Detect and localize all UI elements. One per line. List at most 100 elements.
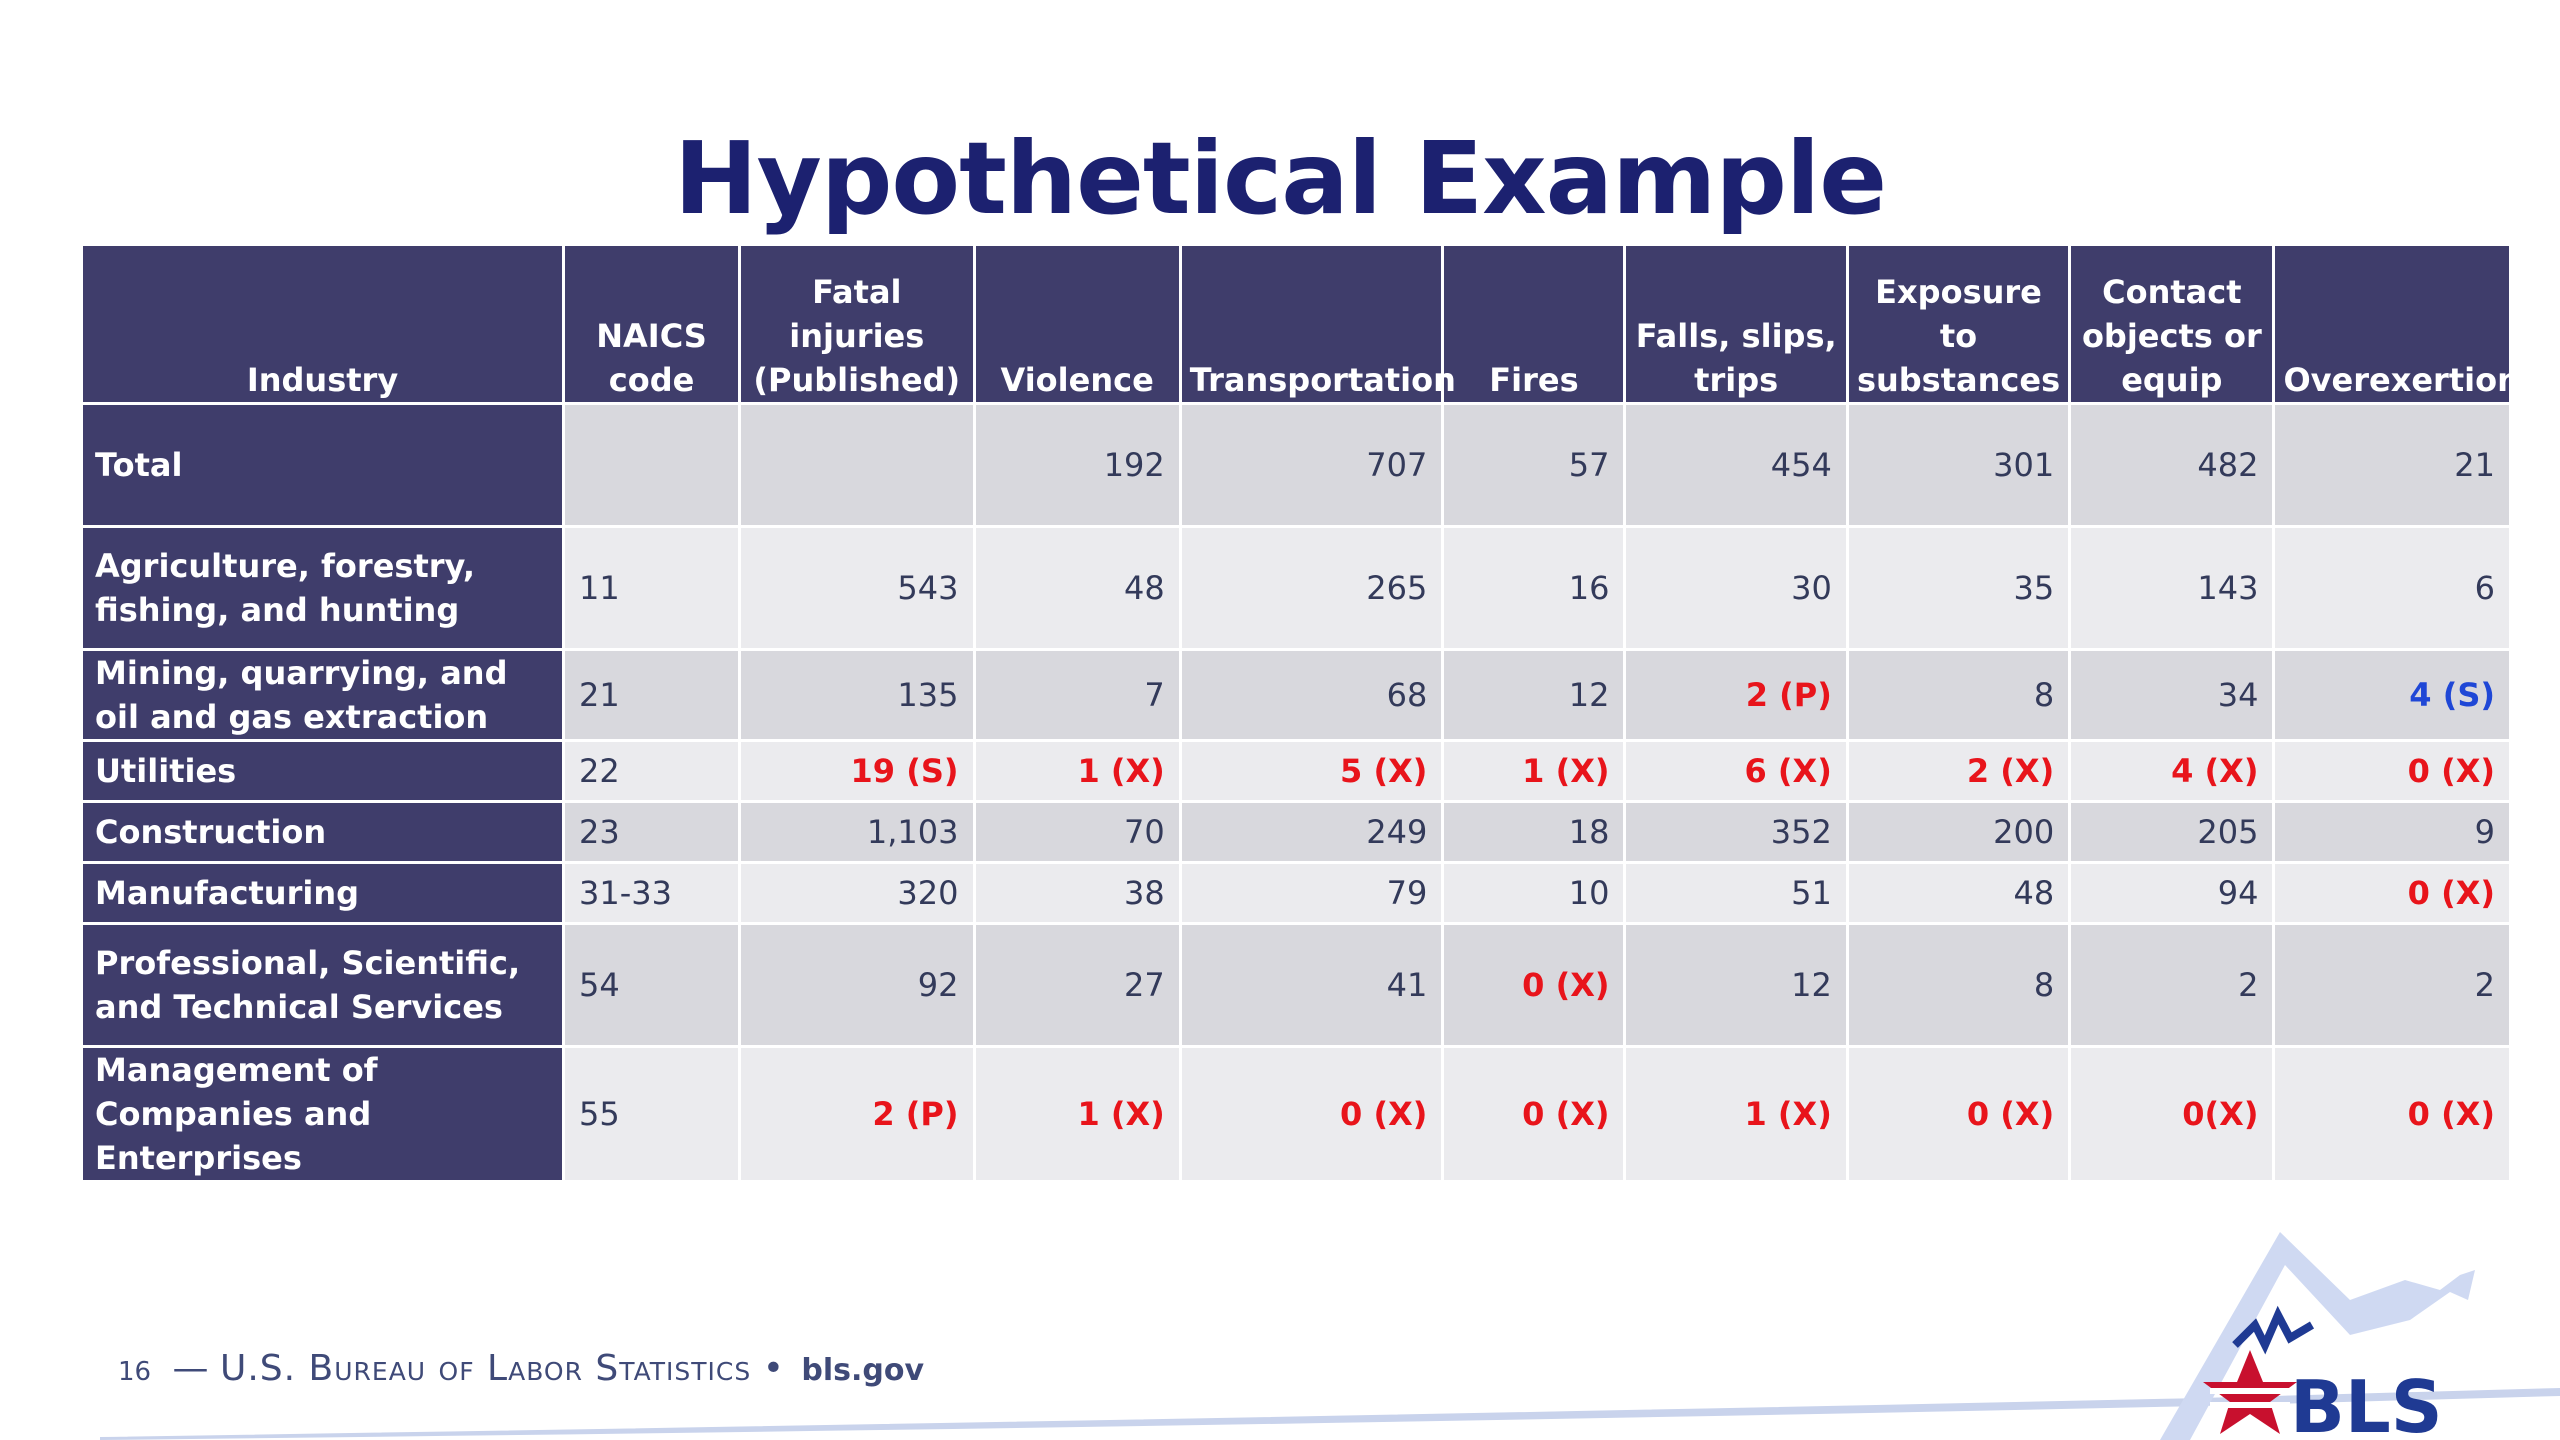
agency-name: U.S. Bureau of Labor Statistics — [220, 1348, 752, 1389]
value-cell: 51 — [1626, 864, 1846, 922]
table-row: Manufacturing 31-33 320 38 79 10 51 48 94 0 (X) — [83, 864, 2509, 922]
header-naics-code: NAICS code — [564, 246, 739, 402]
value-cell — [741, 405, 973, 525]
page-number: 16 — [118, 1357, 152, 1387]
injury-table: Industry NAICS code Fatal injuries (Publ… — [80, 243, 2520, 1183]
value-cell: 249 — [1181, 803, 1442, 861]
value-cell: 0 (X) — [1848, 1048, 2069, 1180]
value-cell: 19 (S) — [741, 742, 973, 800]
value-cell: 2 — [2071, 925, 2273, 1045]
value-cell: 0 (X) — [1181, 1048, 1442, 1180]
value-cell: 265 — [1181, 528, 1442, 648]
table-row: Utilities 22 19 (S) 1 (X) 5 (X) 1 (X) 6 (X) 2 (… — [83, 742, 2509, 800]
value-cell: 205 — [2071, 803, 2273, 861]
value-cell: 48 — [975, 528, 1179, 648]
value-cell: 6 — [2275, 528, 2509, 648]
naics-cell: 22 — [564, 742, 739, 800]
site-link[interactable]: bls.gov — [801, 1353, 925, 1388]
industry-label: Mining, quarrying, and oil and gas extra… — [83, 651, 562, 739]
value-cell: 12 — [1626, 925, 1846, 1045]
value-cell: 1 (X) — [975, 742, 1179, 800]
industry-label: Manufacturing — [83, 864, 562, 922]
value-cell: 0 (X) — [2275, 1048, 2509, 1180]
value-cell: 0 (X) — [1444, 925, 1624, 1045]
value-cell: 0(X) — [2071, 1048, 2273, 1180]
value-cell: 6 (X) — [1626, 742, 1846, 800]
table-body: Total 192 707 57 454 301 482 21 Agriculture, for… — [83, 405, 2509, 1180]
naics-cell: 55 — [564, 1048, 739, 1180]
naics-cell: 31-33 — [564, 864, 739, 922]
value-cell: 9 — [2275, 803, 2509, 861]
value-cell: 30 — [1626, 528, 1846, 648]
table-row: Management of Companies and Enterprises 5… — [83, 1048, 2509, 1180]
header-exposure: Exposure to substances — [1848, 246, 2069, 402]
value-cell: 68 — [1181, 651, 1442, 739]
value-cell: 352 — [1626, 803, 1846, 861]
table-row: Mining, quarrying, and oil and gas extra… — [83, 651, 2509, 739]
value-cell: 2 (X) — [1848, 742, 2069, 800]
value-cell: 135 — [741, 651, 973, 739]
value-cell: 192 — [975, 405, 1179, 525]
header-fatal-injuries: Fatal injuries (Published) — [741, 246, 973, 402]
naics-cell — [564, 405, 739, 525]
value-cell: 35 — [1848, 528, 2069, 648]
value-cell: 21 — [2275, 405, 2509, 525]
industry-label: Construction — [83, 803, 562, 861]
value-cell: 1,103 — [741, 803, 973, 861]
value-cell: 143 — [2071, 528, 2273, 648]
table-row: Construction 23 1,103 70 249 18 352 200 205 9 — [83, 803, 2509, 861]
industry-label: Management of Companies and Enterprises — [83, 1048, 562, 1180]
footer-swoosh-decoration — [100, 1388, 2560, 1440]
value-cell: 57 — [1444, 405, 1624, 525]
naics-cell: 11 — [564, 528, 739, 648]
value-cell: 0 (X) — [2275, 742, 2509, 800]
value-cell: 2 (P) — [1626, 651, 1846, 739]
value-cell: 41 — [1181, 925, 1442, 1045]
value-cell: 0 (X) — [1444, 1048, 1624, 1180]
logo-zigzag-icon — [2232, 1305, 2315, 1355]
header-violence: Violence — [975, 246, 1179, 402]
header-contact: Contact objects or equip — [2071, 246, 2273, 402]
industry-label: Professional, Scientific, and Technical … — [83, 925, 562, 1045]
header-fires: Fires — [1444, 246, 1624, 402]
value-cell: 4 (S) — [2275, 651, 2509, 739]
value-cell: 543 — [741, 528, 973, 648]
value-cell: 27 — [975, 925, 1179, 1045]
header-transportation: Transportation — [1181, 246, 1456, 402]
table-row: Total 192 707 57 454 301 482 21 — [83, 405, 2509, 525]
value-cell: 8 — [1848, 925, 2069, 1045]
value-cell: 12 — [1444, 651, 1624, 739]
value-cell: 454 — [1626, 405, 1846, 525]
value-cell: 4 (X) — [2071, 742, 2273, 800]
value-cell: 200 — [1848, 803, 2069, 861]
industry-label: Agriculture, forestry, fishing, and hunt… — [83, 528, 562, 648]
slide-title: Hypothetical Example — [673, 120, 1887, 237]
footer-dash: — — [172, 1348, 209, 1389]
naics-cell: 54 — [564, 925, 739, 1045]
industry-label: Total — [83, 405, 562, 525]
value-cell: 2 (P) — [741, 1048, 973, 1180]
value-cell: 8 — [1848, 651, 2069, 739]
value-cell: 34 — [2071, 651, 2273, 739]
value-cell: 48 — [1848, 864, 2069, 922]
value-cell: 320 — [741, 864, 973, 922]
table-row: Professional, Scientific, and Technical … — [83, 925, 2509, 1045]
header-overexertion: Overexertion — [2275, 246, 2520, 402]
value-cell: 2 — [2275, 925, 2509, 1045]
logo-arrow-icon — [2160, 1232, 2475, 1440]
value-cell: 94 — [2071, 864, 2273, 922]
value-cell: 707 — [1181, 405, 1442, 525]
header-row: Industry NAICS code Fatal injuries (Publ… — [83, 246, 2520, 402]
footer-bullet: • — [762, 1348, 784, 1389]
naics-cell: 23 — [564, 803, 739, 861]
value-cell: 16 — [1444, 528, 1624, 648]
naics-cell: 21 — [564, 651, 739, 739]
header-falls: Falls, slips, trips — [1626, 246, 1846, 402]
value-cell: 301 — [1848, 405, 2069, 525]
value-cell: 79 — [1181, 864, 1442, 922]
value-cell: 1 (X) — [1626, 1048, 1846, 1180]
value-cell: 0 (X) — [2275, 864, 2509, 922]
value-cell: 5 (X) — [1181, 742, 1442, 800]
bls-logo: BLS — [2160, 1232, 2475, 1440]
value-cell: 18 — [1444, 803, 1624, 861]
